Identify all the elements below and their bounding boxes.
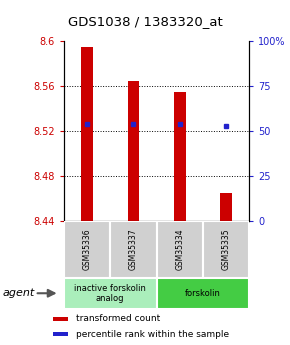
Text: GSM35337: GSM35337 <box>129 228 138 270</box>
Bar <box>64 221 110 278</box>
Bar <box>81 47 93 221</box>
Text: GDS1038 / 1383320_at: GDS1038 / 1383320_at <box>68 16 222 29</box>
Text: GSM35335: GSM35335 <box>222 228 231 270</box>
Bar <box>128 81 139 221</box>
Bar <box>64 278 157 309</box>
Bar <box>220 193 232 221</box>
Text: inactive forskolin
analog: inactive forskolin analog <box>74 284 146 303</box>
Text: forskolin: forskolin <box>185 289 221 298</box>
Text: GSM35336: GSM35336 <box>82 228 92 270</box>
Bar <box>110 221 157 278</box>
Bar <box>174 92 186 221</box>
Text: percentile rank within the sample: percentile rank within the sample <box>76 329 229 339</box>
Text: transformed count: transformed count <box>76 314 160 323</box>
Text: agent: agent <box>3 288 35 298</box>
Bar <box>157 221 203 278</box>
Text: GSM35334: GSM35334 <box>175 228 184 270</box>
Bar <box>53 332 68 336</box>
Bar <box>203 221 249 278</box>
Bar <box>157 278 249 309</box>
Bar <box>53 317 68 321</box>
